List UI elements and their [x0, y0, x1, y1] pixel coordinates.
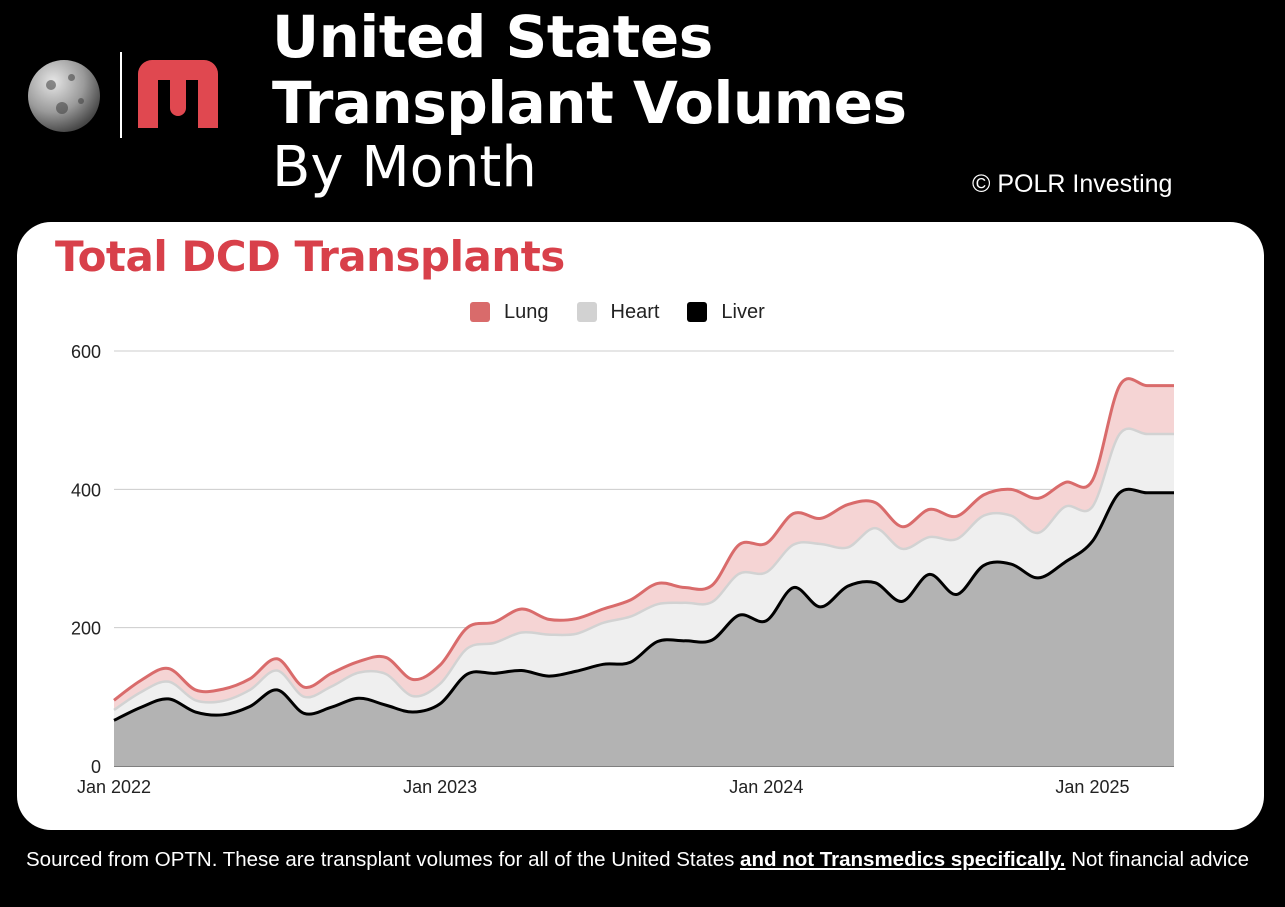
- y-tick-label-200: 200: [71, 619, 101, 639]
- page-title-line2: Transplant Volumes: [272, 69, 907, 137]
- chart-legend: Lung Heart Liver: [470, 298, 793, 326]
- moon-logo-icon: [28, 60, 100, 132]
- area-heart: [114, 428, 1174, 721]
- series-line-liver: [113, 487, 1174, 722]
- y-tick-label-600: 600: [71, 342, 101, 362]
- footer-text-end: Not financial advice: [1065, 848, 1249, 871]
- page-subtitle: By Month: [272, 135, 537, 200]
- footer-text: Sourced from OPTN. These are transplant …: [26, 848, 741, 871]
- series-line-lung: [113, 377, 1174, 702]
- page-title-line1: United States: [272, 3, 713, 71]
- x-tick-label-3: Jan 2025: [1055, 777, 1129, 797]
- legend-label-heart: Heart: [610, 300, 660, 323]
- header: United States Transplant Volumes By Mont…: [0, 0, 1285, 220]
- area-liver: [114, 489, 1174, 766]
- y-tick-label-400: 400: [71, 480, 101, 500]
- legend-swatch-lung: [470, 302, 490, 322]
- footer-emphasis: and not Transmedics specifically.: [740, 848, 1066, 871]
- title-block: United States Transplant Volumes By Mont…: [272, 4, 907, 200]
- legend-swatch-heart: [576, 302, 597, 322]
- legend-swatch-liver: [687, 302, 708, 322]
- x-tick-label-1: Jan 2023: [403, 777, 477, 797]
- legend-item-liver: Liver: [687, 300, 765, 324]
- y-tick-label-0: 0: [91, 757, 101, 777]
- x-tick-label-0: Jan 2022: [77, 777, 151, 797]
- logo-divider: [120, 52, 122, 138]
- series-line-heart: [113, 427, 1174, 712]
- chart-title: Total DCD Transplants: [55, 232, 565, 281]
- legend-label-liver: Liver: [721, 300, 765, 323]
- brand-logo-icon: [138, 60, 218, 128]
- legend-label-lung: Lung: [504, 300, 549, 323]
- copyright-text: © POLR Investing: [972, 170, 1173, 198]
- legend-item-lung: Lung: [470, 301, 549, 324]
- chart-plot-area: 0 200 400 600 Jan 2022 Jan 2023 Jan 2024 Jan 20…: [71, 342, 1174, 797]
- chart-card: Total DCD Transplants Lung Heart Liver 0…: [17, 222, 1264, 830]
- legend-item-heart: Heart: [576, 300, 660, 324]
- x-tick-label-2: Jan 2024: [729, 777, 803, 797]
- footer-disclaimer: Sourced from OPTN. These are transplant …: [26, 846, 1256, 874]
